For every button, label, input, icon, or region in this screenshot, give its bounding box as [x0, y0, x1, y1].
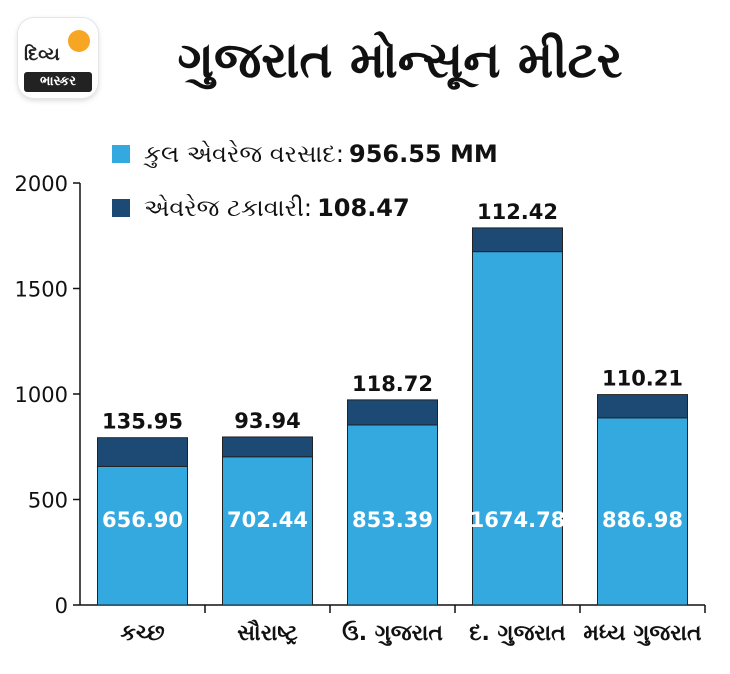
- x-category-label: મધ્ય ગુજરાત: [583, 621, 702, 646]
- x-category-label: ઉ. ગુજરાત: [342, 620, 443, 646]
- logo-line-1: દિવ્ય: [24, 44, 60, 65]
- bar-top-label: 112.42: [477, 200, 558, 224]
- bar-total: [597, 417, 688, 606]
- y-tick-label: 0: [55, 594, 68, 618]
- x-category-label: સૌરાષ્ટ્ર: [237, 619, 298, 646]
- bar-total: [472, 251, 563, 606]
- bar-percent: [347, 399, 438, 426]
- x-category-label: કચ્છ: [120, 621, 164, 646]
- bar-inside-label: 853.39: [352, 508, 433, 532]
- legend-swatch-percent: [112, 199, 130, 217]
- bar-total: [222, 456, 313, 606]
- logo-line-2: ભાસ્કર: [24, 72, 92, 92]
- legend-label-total: કુલ એવરેજ વરસાદ:: [144, 140, 344, 168]
- y-tick-label: 1000: [15, 383, 68, 407]
- legend-item-total: કુલ એવરેજ વરસાદ: 956.55 MM: [112, 140, 498, 168]
- x-category-label: દ. ગુજરાત: [469, 621, 566, 646]
- bar-inside-label: 1674.78: [470, 508, 566, 532]
- divya-bhaskar-logo: દિવ્ય ભાસ્કર: [18, 18, 98, 98]
- bar-inside-label: 656.90: [102, 508, 183, 532]
- bar-percent: [222, 436, 313, 458]
- bar-top-label: 110.21: [602, 367, 683, 391]
- sun-icon: [68, 30, 90, 52]
- bar-top-label: 135.95: [102, 410, 183, 434]
- bar-percent: [97, 437, 188, 467]
- legend-value-total: 956.55 MM: [349, 140, 498, 168]
- bar-percent: [472, 227, 563, 253]
- bar-percent: [597, 394, 688, 419]
- bar-total: [347, 424, 438, 606]
- bar-inside-label: 886.98: [602, 508, 683, 532]
- y-tick-label: 500: [28, 489, 68, 513]
- chart-title: ગુજરાત મોન્સૂન મીટર: [177, 31, 623, 89]
- y-tick-label: 2000: [15, 172, 68, 196]
- bar-top-label: 118.72: [352, 372, 433, 396]
- legend-item-percent: એવરેજ ટકાવારી: 108.47: [112, 194, 410, 222]
- bar-total: [97, 465, 188, 606]
- legend-value-percent: 108.47: [317, 194, 410, 222]
- y-tick-label: 1500: [15, 278, 68, 302]
- bar-inside-label: 702.44: [227, 508, 308, 532]
- bar-top-label: 93.94: [234, 409, 300, 433]
- legend-swatch-total: [112, 145, 130, 163]
- legend-label-percent: એવરેજ ટકાવારી:: [144, 194, 312, 222]
